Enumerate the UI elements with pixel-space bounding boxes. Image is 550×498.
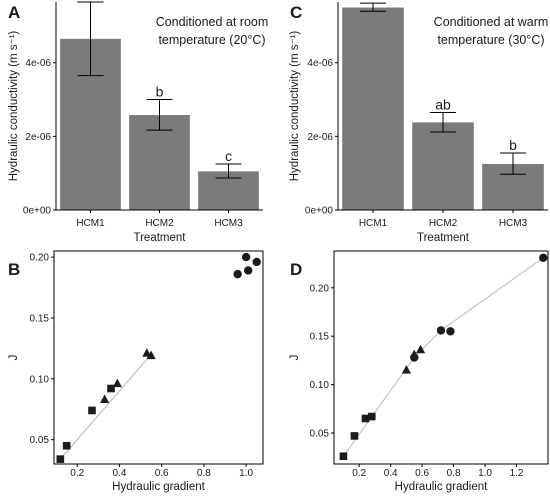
panel-d-scatter-plot: D 0.2 0.4 0.6 0.8 1.0 1.2 0.05 0.10 0.15 0.20 Hydra… — [289, 250, 549, 493]
y-tick-label: 4e-06 — [307, 58, 333, 69]
y-tick-label: 0.20 — [310, 283, 330, 294]
condition-note: temperature (30°C) — [437, 33, 544, 47]
y-tick-label: 0.15 — [310, 332, 330, 343]
data-point-triangle — [112, 378, 122, 388]
y-tick-label: 2e-06 — [25, 132, 51, 143]
data-point-circle — [244, 266, 253, 275]
x-tick-label: HCM3 — [499, 218, 528, 229]
significance-label: ab — [435, 96, 451, 112]
panel-letter: A — [8, 3, 20, 22]
x-tick-label: 0.6 — [415, 468, 429, 479]
y-tick-label: 0.05 — [310, 429, 330, 440]
significance-label: a — [87, 0, 95, 2]
x-axis-title: Hydraulic gradient — [112, 481, 205, 493]
data-point-square — [367, 412, 376, 421]
x-tick-label: 0.6 — [155, 468, 169, 479]
y-tick-label: 0.10 — [30, 374, 50, 385]
panel-a-bar-chart: Aa HCM1 b HCM2 c HCM3 0e+00 2e-06 4e-06 Treatment… — [8, 0, 268, 244]
y-tick-label: 2e-06 — [307, 132, 333, 143]
panel-letter: D — [290, 260, 302, 279]
x-axis-title: Treatment — [134, 232, 187, 244]
x-tick-label: 0.8 — [447, 468, 461, 479]
y-tick-label: 0.05 — [30, 435, 50, 446]
x-tick-label: HCM2 — [145, 218, 174, 229]
x-tick-label: HCM3 — [214, 218, 243, 229]
condition-note: temperature (20°C) — [158, 33, 265, 47]
bar — [412, 122, 474, 210]
y-tick-label: 0.20 — [30, 253, 50, 264]
data-point-circle — [233, 269, 242, 279]
x-tick-label: 1.0 — [239, 468, 253, 479]
x-tick-label: 1.2 — [510, 468, 524, 479]
y-tick-label: 0.10 — [310, 380, 330, 391]
data-point-circle — [410, 353, 419, 362]
data-point-circle — [539, 253, 548, 262]
y-axis-title: J — [8, 355, 20, 361]
significance-label: c — [225, 148, 232, 164]
y-tick-label: 0e+00 — [23, 206, 52, 217]
data-point-triangle — [100, 394, 110, 403]
panel-letter: B — [8, 260, 20, 279]
fit-line — [59, 354, 152, 460]
data-point-circle — [436, 326, 446, 335]
data-point-square — [107, 384, 115, 393]
condition-note: Conditioned at room — [156, 15, 269, 29]
data-point-square — [88, 406, 96, 415]
data-point-square — [339, 452, 348, 461]
x-tick-label: HCM2 — [429, 218, 458, 229]
data-point-circle — [252, 257, 261, 267]
x-tick-label: HCM1 — [359, 218, 388, 229]
bar — [129, 115, 190, 210]
data-point-square — [350, 432, 359, 440]
data-point-triangle — [146, 350, 156, 360]
y-tick-label: 4e-06 — [25, 58, 51, 69]
significance-label: b — [509, 137, 517, 153]
panel-c-bar-chart: Ca HCM1 ab HCM2 b HCM3 0e+00 2e-06 4e-06 Treatmen… — [289, 0, 548, 244]
data-point-square — [361, 414, 370, 423]
plot-frame — [53, 250, 264, 465]
y-axis-title: Hydraulic conductivity (m s⁻¹) — [8, 31, 20, 182]
x-tick-label: 0.2 — [352, 468, 366, 479]
panel-b-scatter-plot: B 0.2 0.4 0.6 0.8 1.0 0.05 0.10 0.15 0.20 Hydrauli… — [8, 250, 264, 493]
x-tick-label: 0.4 — [112, 468, 126, 479]
x-tick-label: HCM1 — [76, 218, 105, 229]
y-axis-title: Hydraulic conductivity (m s⁻¹) — [289, 31, 301, 182]
data-point-circle — [446, 327, 455, 336]
x-axis-title: Treatment — [417, 232, 470, 244]
plot-frame — [333, 250, 549, 465]
data-point-square — [62, 441, 71, 450]
x-tick-label: 1.0 — [478, 468, 492, 479]
x-tick-label: 0.8 — [197, 468, 211, 479]
data-point-square — [56, 455, 65, 463]
x-tick-label: 0.4 — [384, 468, 398, 479]
significance-label: b — [156, 84, 164, 100]
significance-label: a — [369, 0, 377, 3]
fit-line — [343, 257, 544, 457]
bar — [342, 7, 404, 210]
y-axis-title: J — [289, 355, 301, 361]
data-point-triangle — [415, 344, 426, 354]
data-point-circle — [241, 252, 251, 262]
data-point-triangle — [401, 365, 411, 374]
x-tick-label: 0.2 — [70, 468, 84, 479]
x-axis-title: Hydraulic gradient — [395, 481, 488, 493]
y-tick-label: 0.15 — [30, 313, 50, 324]
y-tick-label: 0e+00 — [305, 206, 334, 217]
panel-letter: C — [290, 3, 302, 22]
condition-note: Conditioned at warm — [434, 15, 549, 29]
